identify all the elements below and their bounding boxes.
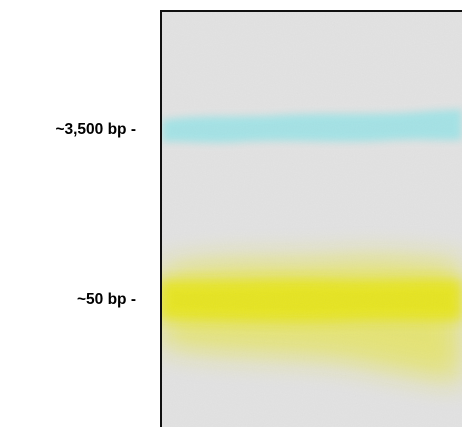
gel-texture — [160, 10, 462, 427]
band-label-50bp: ~50 bp - — [76, 291, 136, 308]
gel-lane — [160, 10, 462, 427]
gel-image — [160, 10, 462, 427]
band-label-3500bp: ~3,500 bp - — [55, 121, 136, 138]
